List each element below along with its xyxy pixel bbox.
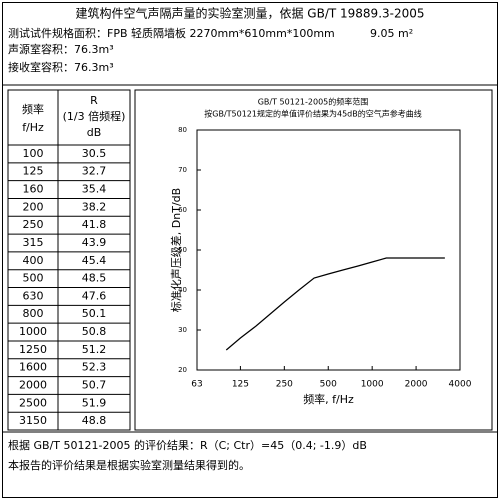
y-tick-label: 50 bbox=[178, 246, 187, 254]
table-cell: 45.4 bbox=[82, 254, 107, 267]
area: 9.05 m² bbox=[370, 27, 413, 40]
table-cell: 250 bbox=[23, 218, 44, 231]
table-cell: 630 bbox=[23, 289, 44, 302]
table-cell: 1250 bbox=[19, 343, 47, 356]
table-cell: 2500 bbox=[19, 396, 47, 409]
table-border bbox=[7, 89, 131, 431]
table-cell: 50.8 bbox=[82, 325, 107, 338]
table-cell: 2000 bbox=[19, 378, 47, 391]
table-header: dB bbox=[87, 126, 102, 139]
table-cell: 47.6 bbox=[82, 289, 107, 302]
table-cell: 52.3 bbox=[82, 361, 107, 374]
x-tick-label: 500 bbox=[320, 380, 337, 390]
table-cell: 38.2 bbox=[82, 200, 107, 213]
table-cell: 50.1 bbox=[82, 307, 107, 320]
y-tick-label: 70 bbox=[178, 166, 187, 174]
table-cell: 315 bbox=[23, 236, 44, 249]
table-cell: 48.5 bbox=[82, 272, 107, 285]
table-cell: 30.5 bbox=[82, 147, 107, 160]
table-cell: 48.8 bbox=[82, 414, 107, 427]
table-header: R bbox=[90, 94, 98, 107]
source-volume: 声源室容积：76.3m³ bbox=[8, 42, 114, 56]
table-cell: 500 bbox=[23, 272, 44, 285]
table-cell: 800 bbox=[23, 307, 44, 320]
y-tick-label: 80 bbox=[178, 126, 187, 134]
y-tick-label: 40 bbox=[178, 286, 187, 294]
table-header: (1/3 倍频程) bbox=[63, 109, 126, 123]
table-cell: 125 bbox=[23, 165, 44, 178]
x-tick-label: 63 bbox=[191, 380, 202, 390]
table-cell: 41.8 bbox=[82, 218, 107, 231]
x-tick-label: 2000 bbox=[405, 380, 428, 390]
table-cell: 43.9 bbox=[82, 236, 107, 249]
chart-subtitle: 按GB/T50121规定的单值评价结果为45dB的空气声参考曲线 bbox=[204, 109, 421, 119]
x-axis-label: 频率, f/Hz bbox=[303, 392, 354, 406]
chart-title: GB/T 50121-2005的频率范围 bbox=[258, 97, 369, 107]
table-cell: 1600 bbox=[19, 361, 47, 374]
table-header: f/Hz bbox=[22, 121, 44, 134]
table-cell: 35.4 bbox=[82, 183, 107, 196]
chart-panel bbox=[134, 89, 493, 431]
table-cell: 50.7 bbox=[82, 378, 107, 391]
y-tick-label: 60 bbox=[178, 206, 187, 214]
table-cell: 400 bbox=[23, 254, 44, 267]
y-tick-label: 30 bbox=[178, 326, 187, 334]
receive-volume: 接收室容积：76.3m³ bbox=[8, 60, 114, 74]
footer-line: 本报告的评价结果是根据实验室测量结果得到的。 bbox=[8, 458, 250, 472]
table-cell: 100 bbox=[23, 147, 44, 160]
x-tick-label: 125 bbox=[232, 380, 249, 390]
table-cell: 200 bbox=[23, 200, 44, 213]
specimen: 测试试件规格面积：FPB 轻质隔墙板 2270mm*610mm*100mm bbox=[8, 26, 335, 40]
table-cell: 3150 bbox=[19, 414, 47, 427]
table-cell: 32.7 bbox=[82, 165, 107, 178]
x-tick-label: 250 bbox=[276, 380, 293, 390]
table-cell: 160 bbox=[23, 183, 44, 196]
x-tick-label: 1000 bbox=[361, 380, 384, 390]
table-header: 频率 bbox=[22, 102, 44, 116]
page-border bbox=[2, 2, 498, 498]
x-tick-label: 4000 bbox=[449, 380, 472, 390]
title: 建筑构件空气声隔声量的实验室测量，依据 GB/T 19889.3-2005 bbox=[75, 6, 424, 21]
table-cell: 51.2 bbox=[82, 343, 107, 356]
table-cell: 1000 bbox=[19, 325, 47, 338]
footer-line: 根据 GB/T 50121-2005 的评价结果：R（C; Ctr）=45（0.… bbox=[8, 438, 367, 452]
plot-area bbox=[196, 129, 461, 371]
reference-curve bbox=[225, 257, 445, 351]
table-cell: 51.9 bbox=[82, 396, 107, 409]
y-tick-label: 20 bbox=[178, 366, 187, 374]
y-axis-label: 标准化声压级差, DnT/dB bbox=[169, 188, 183, 312]
